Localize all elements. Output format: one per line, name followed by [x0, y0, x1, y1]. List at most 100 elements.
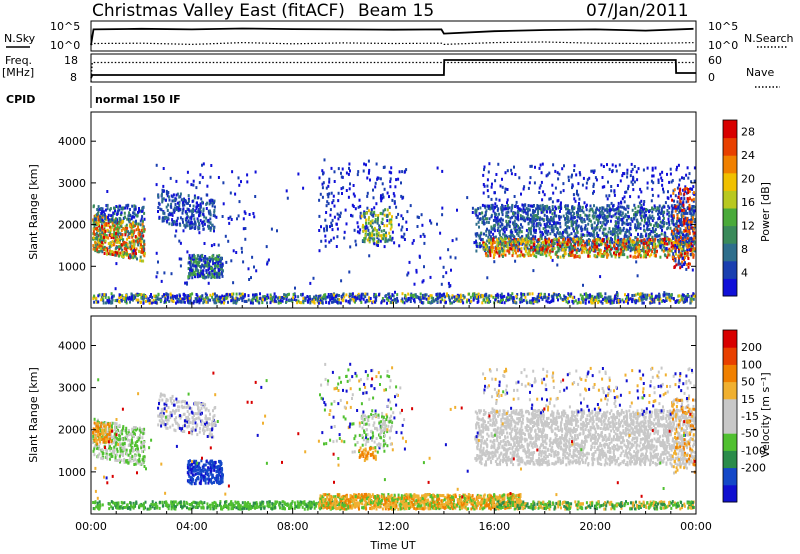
data-cell — [542, 210, 545, 214]
data-cell — [680, 247, 683, 251]
data-cell — [663, 253, 666, 257]
data-cell — [593, 204, 595, 208]
data-cell — [530, 232, 532, 236]
data-cell — [551, 218, 554, 222]
data-cell — [669, 167, 672, 171]
data-cell — [170, 202, 173, 206]
data-cell — [608, 245, 610, 248]
data-cell — [672, 236, 674, 240]
data-cell — [93, 232, 96, 236]
data-cell — [546, 233, 549, 236]
data-cell — [633, 180, 636, 184]
data-cell — [652, 230, 655, 234]
data-cell — [187, 197, 190, 201]
data-cell — [359, 228, 362, 232]
data-cell — [164, 198, 167, 202]
data-cell — [628, 231, 631, 235]
data-cell — [184, 210, 187, 214]
data-cell — [353, 295, 356, 299]
data-cell — [661, 183, 664, 187]
data-cell — [591, 226, 593, 230]
data-cell — [505, 214, 508, 218]
data-cell — [569, 248, 571, 252]
data-cell — [570, 175, 573, 179]
data-cell — [626, 171, 629, 175]
data-cell — [199, 264, 201, 268]
data-cell — [421, 293, 424, 297]
data-cell — [310, 299, 313, 303]
data-cell — [651, 227, 654, 230]
data-cell — [142, 205, 145, 209]
data-cell — [613, 189, 616, 193]
data-cell — [595, 241, 598, 245]
data-cell — [527, 186, 530, 190]
data-cell — [203, 242, 206, 245]
data-cell — [486, 204, 489, 208]
data-cell — [202, 207, 205, 211]
data-cell — [532, 221, 535, 225]
data-cell — [545, 248, 548, 252]
data-cell — [606, 209, 609, 212]
data-cell — [455, 297, 458, 301]
data-cell — [626, 255, 629, 259]
data-cell — [548, 225, 551, 229]
data-cell — [693, 205, 696, 209]
data-cell — [345, 189, 348, 192]
data-cell — [658, 209, 660, 213]
data-cell — [105, 204, 108, 207]
data-cell — [543, 213, 546, 217]
data-cell — [358, 198, 361, 202]
data-cell — [571, 210, 574, 214]
data-cell — [336, 235, 339, 239]
data-cell — [687, 199, 690, 203]
data-cell — [670, 214, 673, 218]
data-cell — [131, 249, 134, 253]
data-cell — [127, 214, 130, 218]
data-cell — [194, 272, 197, 276]
data-cell — [645, 208, 647, 211]
data-cell — [155, 163, 158, 167]
data-cell — [545, 229, 547, 233]
data-cell — [485, 233, 488, 237]
data-cell — [170, 298, 173, 302]
data-cell — [601, 176, 604, 179]
data-cell — [126, 237, 129, 241]
data-cell — [586, 230, 589, 234]
data-cell — [139, 246, 142, 250]
data-cell — [132, 239, 135, 243]
data-cell — [97, 216, 100, 220]
data-cell — [372, 188, 374, 192]
data-cell — [139, 230, 142, 234]
data-cell — [130, 231, 132, 235]
data-cell — [222, 297, 224, 301]
data-cell — [193, 196, 196, 200]
data-cell — [159, 207, 162, 211]
data-cell — [114, 227, 117, 230]
data-cell — [669, 194, 672, 198]
data-cell — [610, 254, 613, 258]
data-cell — [529, 248, 532, 252]
data-cell — [667, 241, 670, 244]
data-cell — [295, 298, 298, 302]
data-cell — [662, 214, 665, 218]
data-cell — [138, 207, 140, 210]
data-cell — [112, 251, 115, 255]
data-cell — [663, 237, 666, 241]
data-cell — [683, 197, 686, 201]
data-cell — [630, 233, 632, 237]
data-cell — [666, 212, 669, 216]
data-cell — [550, 239, 553, 243]
data-cell — [549, 197, 552, 201]
data-cell — [486, 184, 489, 188]
data-cell — [556, 243, 559, 247]
data-cell — [170, 205, 173, 209]
data-cell — [138, 228, 141, 232]
data-cell — [139, 242, 142, 246]
data-cell — [354, 239, 357, 243]
data-cell — [670, 249, 673, 253]
data-cell — [131, 233, 134, 237]
data-cell — [551, 249, 554, 253]
data-cell — [388, 205, 391, 209]
data-cell — [131, 246, 134, 250]
data-cell — [321, 182, 324, 186]
